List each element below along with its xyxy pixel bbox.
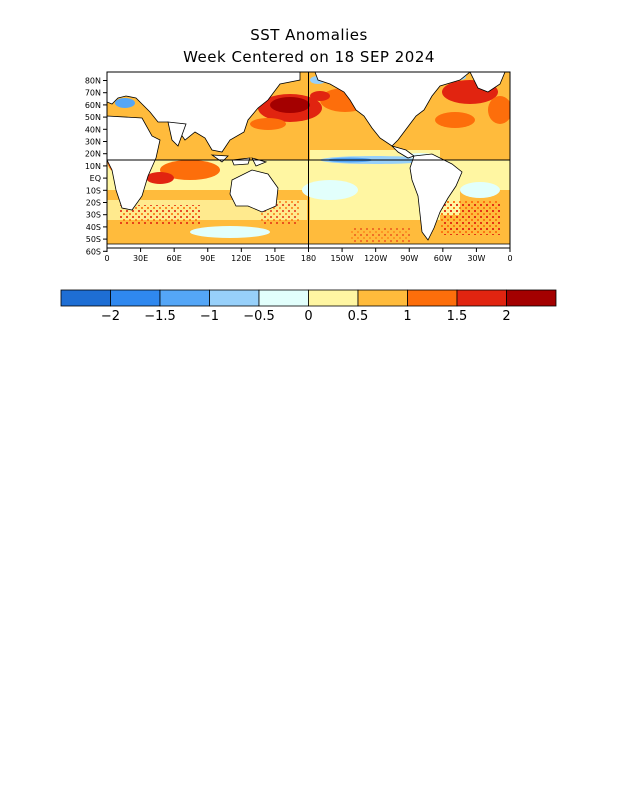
- longitude-axis: 0 30E 60E 90E 120E 150E 180 150W 120W 90W 60W 30W 0: [104, 248, 513, 263]
- lat-tick-label: 20N: [85, 150, 101, 159]
- greenland-landmass: [469, 72, 506, 93]
- lon-tick-label: 0: [507, 254, 512, 263]
- colorbar-swatch: [456, 289, 507, 307]
- lat-tick-label: 10N: [85, 162, 101, 171]
- lon-tick-label: 60W: [434, 254, 452, 263]
- colorbar-swatch: [60, 289, 111, 307]
- colorbar-swatch: [258, 289, 309, 307]
- colorbar-swatch: [159, 289, 210, 307]
- central-america: [390, 145, 415, 159]
- colorbar-tick-label: −1.5: [144, 309, 176, 324]
- lon-tick-label: 90W: [400, 254, 418, 263]
- lat-tick-label: 60S: [86, 247, 101, 256]
- colorbar-tick-label: 1.5: [447, 309, 468, 324]
- colorbar-swatch: [506, 289, 557, 307]
- land-masses: [107, 72, 510, 248]
- colorbar-tick-label: −0.5: [243, 309, 275, 324]
- lat-tick-label: 30N: [85, 138, 101, 147]
- lon-tick-label: 150W: [330, 254, 353, 263]
- lat-tick-label: 10S: [86, 186, 101, 195]
- lat-tick-label: 50N: [85, 113, 101, 122]
- colorbar-swatch: [308, 289, 359, 307]
- chart-title: SST Anomalies: [250, 26, 368, 44]
- colorbar-swatch: [110, 289, 161, 307]
- lat-tick-label: 40N: [85, 125, 101, 134]
- colorbar-tick-label: 0.5: [348, 309, 369, 324]
- lon-tick-label: 30E: [133, 254, 148, 263]
- colorbar-swatch: [407, 289, 458, 307]
- colorbar: −2 −1.5 −1 −0.5 0 0.5 1 1.5 2: [60, 289, 557, 324]
- north-america-landmass: [314, 72, 471, 147]
- lat-tick-label: 50S: [86, 235, 101, 244]
- lat-tick-label: 70N: [85, 89, 101, 98]
- colorbar-tick-label: −1: [200, 309, 219, 324]
- colorbar-tick-label: 0: [304, 309, 312, 324]
- colorbar-swatch: [357, 289, 408, 307]
- lon-tick-label: 150E: [265, 254, 285, 263]
- africa-landmass: [107, 115, 161, 211]
- india-landmass: [167, 121, 187, 147]
- lon-tick-label: 180: [301, 254, 316, 263]
- lat-tick-label: 60N: [85, 101, 101, 110]
- australia-landmass: [229, 169, 279, 213]
- lat-tick-label: EQ: [90, 174, 101, 183]
- chart-subtitle: Week Centered on 18 SEP 2024: [183, 48, 435, 66]
- lon-tick-label: 0: [104, 254, 109, 263]
- colorbar-swatch: [209, 289, 260, 307]
- lat-tick-label: 80N: [85, 77, 101, 86]
- lat-tick-label: 40S: [86, 223, 101, 232]
- lat-tick-label: 30S: [86, 211, 101, 220]
- lon-tick-label: 60E: [167, 254, 182, 263]
- lon-tick-label: 120E: [231, 254, 251, 263]
- latitude-axis: 80N 70N 60N 50N 40N 30N 20N 10N EQ 10S 20S 30S 40S 50…: [85, 77, 107, 256]
- eurasia-landmass: [107, 72, 301, 153]
- south-america-landmass: [409, 153, 463, 241]
- colorbar-tick-label: 2: [502, 309, 510, 324]
- lat-tick-label: 20S: [86, 199, 101, 208]
- colorbar-tick-label: 1: [403, 309, 411, 324]
- lon-tick-label: 120W: [364, 254, 387, 263]
- colorbar-tick-label: −2: [101, 309, 120, 324]
- lon-tick-label: 30W: [467, 254, 485, 263]
- lon-tick-label: 90E: [200, 254, 215, 263]
